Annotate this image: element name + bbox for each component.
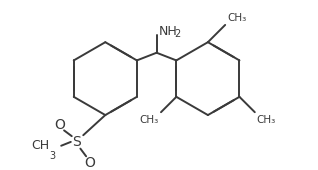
- Text: O: O: [85, 156, 95, 170]
- Text: NH: NH: [158, 25, 177, 38]
- Text: CH₃: CH₃: [257, 115, 276, 125]
- Text: 2: 2: [174, 29, 180, 39]
- Text: 3: 3: [50, 151, 56, 160]
- Text: CH: CH: [31, 139, 50, 152]
- Text: CH₃: CH₃: [140, 115, 159, 125]
- Text: CH₃: CH₃: [227, 13, 246, 23]
- Text: O: O: [54, 118, 65, 132]
- Text: S: S: [72, 135, 81, 149]
